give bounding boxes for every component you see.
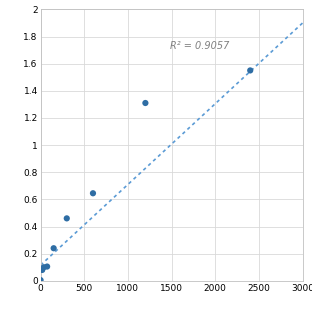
Point	[248, 68, 253, 73]
Point	[143, 100, 148, 105]
Point	[40, 267, 45, 272]
Point	[51, 246, 56, 251]
Point	[38, 278, 43, 283]
Point	[45, 264, 50, 269]
Point	[41, 265, 46, 270]
Text: R² = 0.9057: R² = 0.9057	[170, 41, 229, 51]
Point	[90, 191, 95, 196]
Point	[64, 216, 69, 221]
